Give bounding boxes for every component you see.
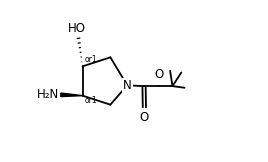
Text: O: O bbox=[155, 68, 164, 81]
Text: N: N bbox=[123, 79, 132, 92]
Text: HO: HO bbox=[68, 22, 86, 35]
Text: or1: or1 bbox=[84, 96, 97, 105]
Text: H₂N: H₂N bbox=[37, 88, 59, 101]
Polygon shape bbox=[61, 93, 83, 97]
Text: or1: or1 bbox=[84, 55, 97, 64]
Text: O: O bbox=[140, 111, 149, 124]
